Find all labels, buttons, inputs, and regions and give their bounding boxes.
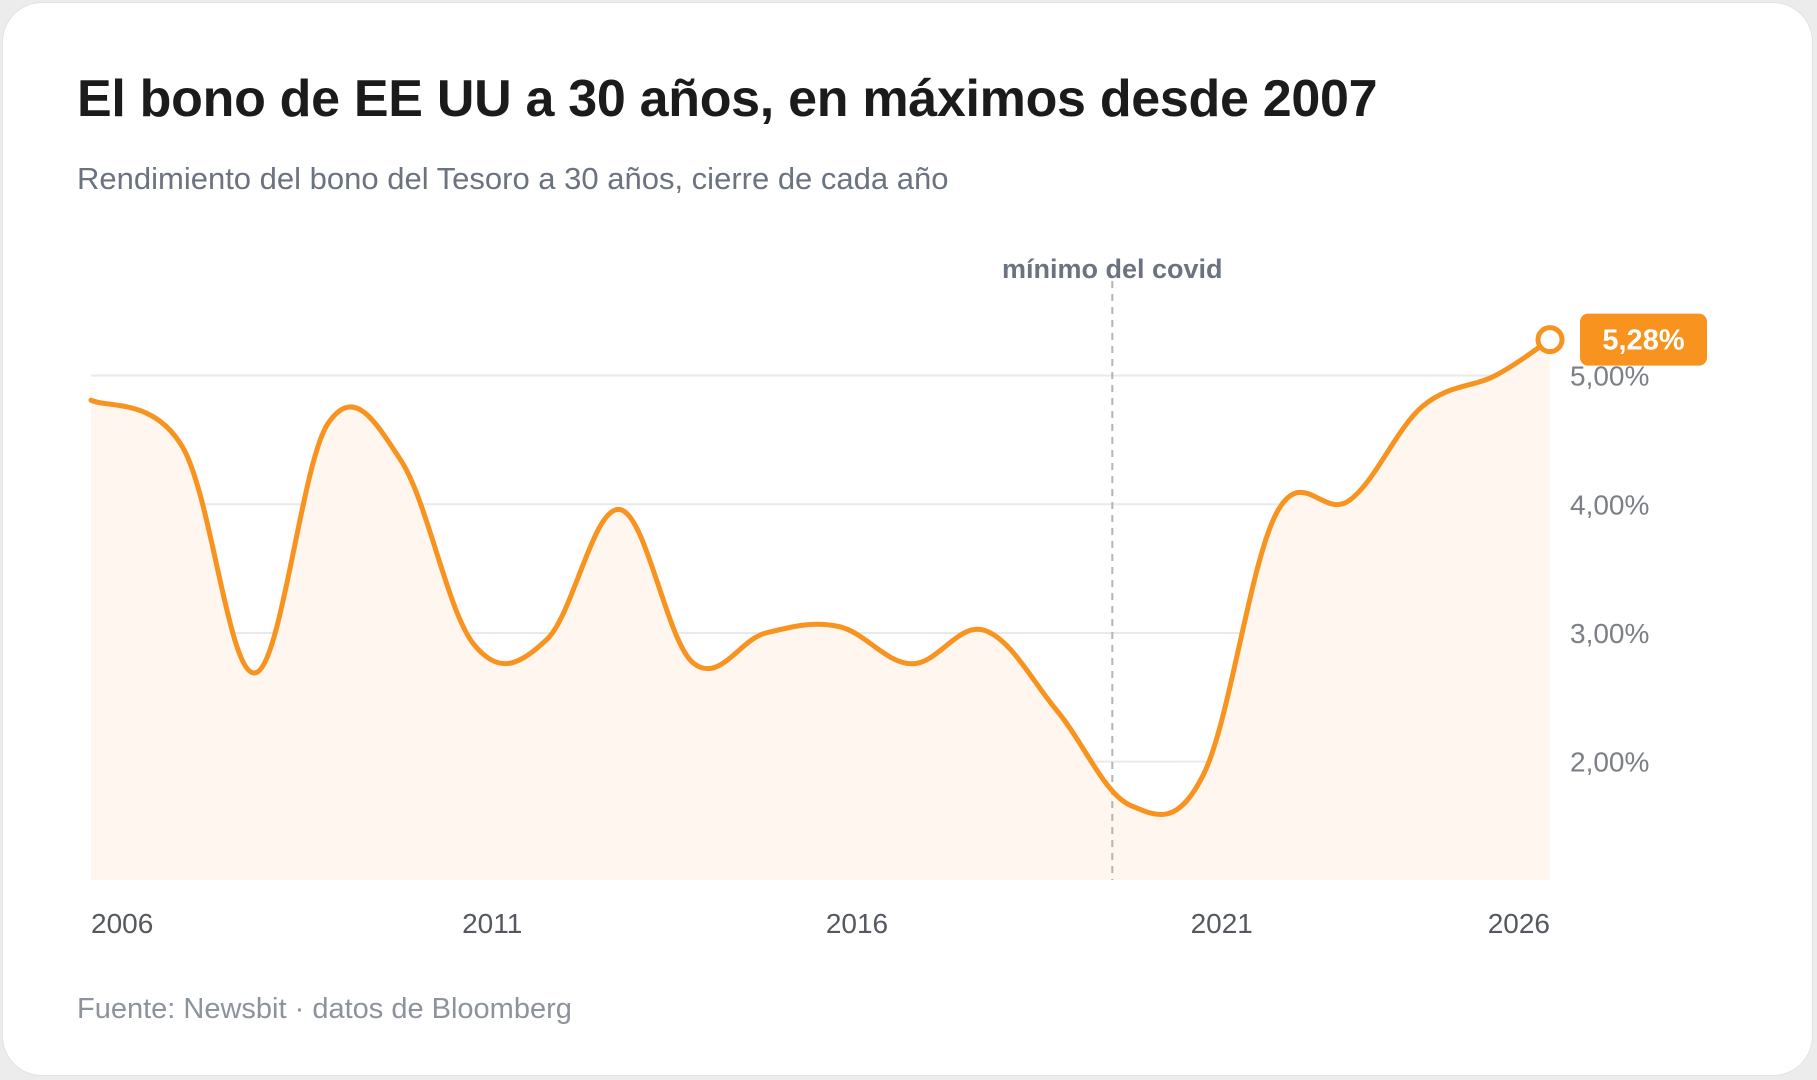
data-point	[398, 458, 404, 464]
data-point	[836, 624, 842, 630]
last-point-marker	[1535, 325, 1565, 355]
data-point	[544, 636, 550, 642]
data-point	[982, 627, 988, 633]
source-note: Fuente: Newsbit · datos de Bloomberg	[77, 993, 572, 1025]
series-line	[88, 337, 1553, 817]
data-point	[1492, 373, 1498, 379]
data-point	[1346, 497, 1352, 503]
y-tick-label: 2,00%	[1570, 747, 1649, 778]
data-point	[617, 506, 623, 512]
chart-title: El bono de EE UU a 30 años, en máximos d…	[77, 70, 1378, 128]
y-tick-label: 5,00%	[1570, 361, 1649, 392]
data-point	[88, 397, 94, 403]
y-tick-labels: 2,00% 3,00% 4,00% 5,00%	[1570, 361, 1649, 778]
data-point	[1055, 708, 1061, 714]
data-point	[763, 630, 769, 636]
x-tick-label: 2011	[462, 908, 522, 939]
value-badge-label: 5,28%	[1602, 325, 1684, 357]
data-point	[1419, 404, 1425, 410]
x-tick-label: 2021	[1191, 908, 1253, 939]
x-tick-label: 2016	[826, 908, 888, 939]
value-badge	[1580, 313, 1707, 366]
data-point	[325, 420, 331, 426]
data-point	[1200, 771, 1206, 777]
x-tick-label: 2026	[1488, 908, 1550, 939]
data-point	[179, 443, 185, 449]
line-chart: mínimo del covid 2,00% 3,00% 4,00% 5,00% 20…	[88, 254, 1707, 939]
data-point	[909, 661, 915, 667]
data-point	[252, 670, 258, 676]
data-point	[1128, 802, 1134, 808]
y-tick-label: 3,00%	[1570, 618, 1649, 649]
data-point	[1273, 510, 1279, 516]
y-tick-label: 4,00%	[1570, 489, 1649, 520]
x-tick-label: 2006	[91, 908, 153, 939]
data-point	[471, 642, 477, 648]
annotation-label: mínimo del covid	[1002, 254, 1223, 284]
annotation: mínimo del covid	[1002, 254, 1223, 880]
x-tick-labels: 2006 2011 2016 2021 2026	[91, 908, 1550, 939]
chart-subtitle: Rendimiento del bono del Tesoro a 30 año…	[77, 161, 949, 196]
last-value-marker: 5,28%	[1535, 313, 1707, 366]
data-point	[690, 660, 696, 666]
area-fill	[91, 339, 1550, 881]
